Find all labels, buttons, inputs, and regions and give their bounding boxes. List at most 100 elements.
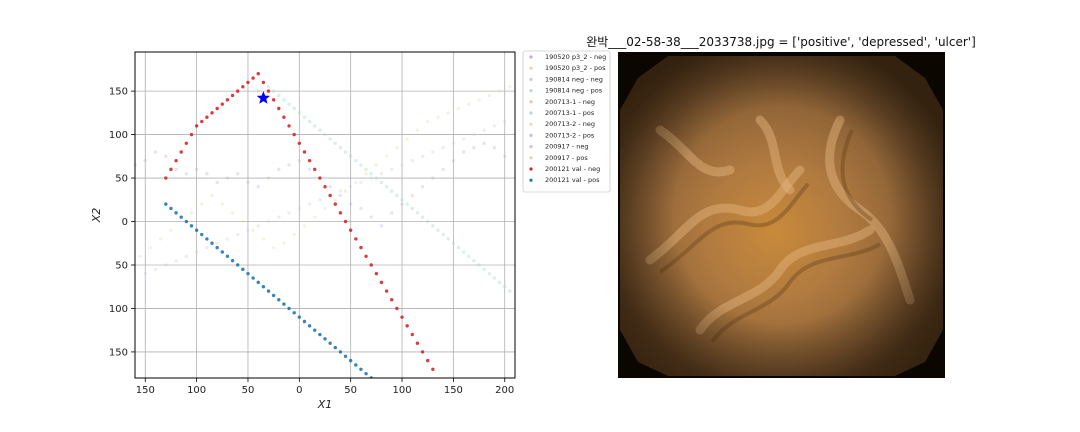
data-point — [307, 158, 312, 163]
data-point — [210, 111, 214, 115]
data-point — [169, 206, 173, 211]
data-point — [313, 124, 317, 128]
data-point — [205, 172, 209, 176]
data-point — [374, 176, 379, 180]
data-point — [194, 167, 199, 172]
data-point — [415, 128, 420, 132]
y-axis-ticks: 150 100 50 0 50 100 150 — [109, 87, 135, 358]
data-point — [451, 158, 456, 163]
data-point — [472, 145, 476, 150]
legend-label: 200917 - neg — [545, 143, 589, 151]
data-point — [400, 198, 404, 202]
data-point — [431, 367, 435, 372]
data-point — [456, 245, 461, 250]
data-point — [230, 258, 235, 263]
data-point — [215, 180, 219, 185]
data-point — [374, 163, 379, 167]
x-tick-label: 50 — [344, 385, 357, 396]
x-axis-label: X1 — [317, 398, 333, 411]
data-point — [205, 237, 209, 241]
data-point — [359, 245, 363, 250]
data-point — [164, 263, 168, 267]
data-point — [410, 158, 414, 163]
series-4 — [164, 72, 435, 372]
x-tick-label: 0 — [296, 385, 302, 396]
data-point — [282, 98, 286, 102]
data-point — [348, 202, 353, 206]
data-point — [200, 119, 204, 124]
data-point — [287, 124, 291, 128]
data-point — [380, 385, 383, 388]
data-point — [338, 193, 343, 198]
data-point — [487, 93, 492, 98]
data-point — [359, 367, 363, 372]
data-point — [508, 289, 512, 293]
legend-item: 200713-1 - neg — [529, 98, 595, 106]
data-point — [225, 254, 230, 258]
data-point — [251, 276, 255, 280]
legend-label: 190814 neg - pos — [545, 87, 603, 95]
y-tick-label: 0 — [122, 217, 128, 228]
data-point — [451, 141, 456, 145]
data-point — [497, 89, 502, 93]
data-point — [236, 263, 240, 267]
data-point — [364, 371, 368, 376]
x-tick-label: 50 — [242, 385, 255, 396]
data-point — [184, 254, 189, 258]
data-point — [302, 224, 307, 228]
data-point — [441, 145, 445, 150]
data-point — [333, 141, 337, 145]
legend-label: 200713-1 - neg — [545, 98, 595, 106]
y-tick-label: 50 — [115, 260, 128, 271]
legend-swatch — [529, 77, 533, 81]
data-point — [153, 150, 158, 154]
series-1 — [138, 85, 512, 258]
data-point — [256, 89, 260, 93]
data-point — [266, 89, 271, 93]
data-point — [148, 245, 153, 250]
data-point — [492, 276, 497, 280]
data-point — [379, 180, 384, 185]
data-point — [313, 215, 317, 219]
data-point — [189, 132, 194, 137]
data-point — [292, 232, 296, 237]
legend-label: 200713-1 - pos — [545, 109, 595, 117]
data-point — [143, 271, 147, 276]
legend-item: 190814 neg - pos — [529, 87, 603, 95]
legend-label: 200121 val - neg — [545, 165, 600, 173]
grid-lines — [135, 52, 515, 378]
data-point — [200, 202, 204, 206]
data-point — [169, 228, 173, 232]
data-point — [400, 315, 404, 319]
y-tick-label: 100 — [109, 304, 128, 315]
data-point — [313, 167, 317, 172]
data-point — [390, 189, 394, 193]
data-point — [420, 154, 425, 159]
data-point — [420, 185, 425, 189]
data-point — [236, 172, 240, 176]
y-tick-label: 100 — [109, 130, 128, 141]
data-point — [328, 193, 332, 198]
data-point — [184, 172, 189, 176]
data-point — [333, 198, 337, 202]
data-point — [416, 415, 419, 418]
data-point — [271, 98, 276, 102]
data-point — [307, 202, 312, 206]
data-point — [287, 163, 291, 167]
data-point — [431, 224, 435, 228]
y-tick-label: 150 — [109, 347, 128, 358]
legend-label: 200713-2 - pos — [545, 131, 595, 139]
data-point — [318, 128, 322, 132]
data-point — [343, 189, 348, 193]
data-point — [487, 271, 492, 276]
data-point — [348, 228, 353, 232]
data-point — [297, 141, 302, 145]
data-point — [426, 424, 429, 427]
data-point — [343, 354, 348, 358]
data-point — [384, 289, 389, 293]
legend-swatch — [529, 100, 533, 104]
scatter-points — [135, 72, 512, 427]
data-point — [328, 185, 332, 189]
data-point — [369, 172, 373, 176]
data-point — [348, 154, 353, 159]
